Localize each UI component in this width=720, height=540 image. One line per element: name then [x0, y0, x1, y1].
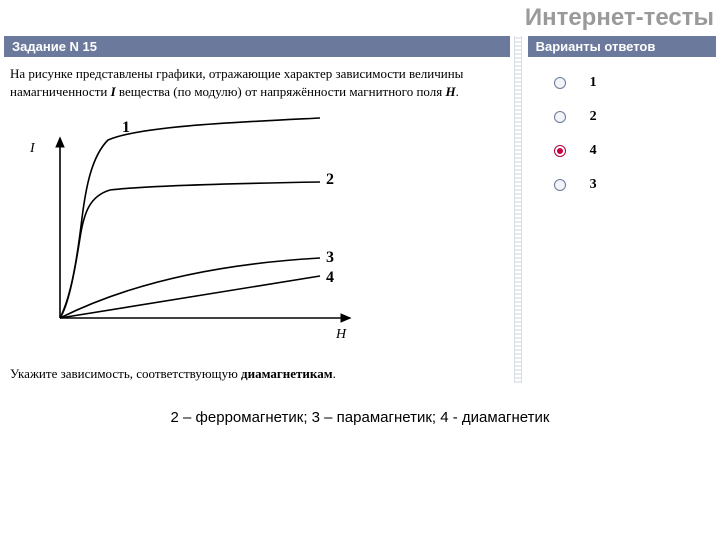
- question-text: На рисунке представлены графики, отражаю…: [4, 57, 510, 108]
- answer-label: 3: [590, 177, 597, 193]
- radio-icon[interactable]: [554, 111, 566, 123]
- question-column: Задание N 15 На рисунке представлены гра…: [4, 36, 510, 383]
- instr-prefix: Укажите зависимость, соответствующую: [10, 366, 241, 381]
- answer-label: 2: [590, 109, 597, 125]
- answer-label: 4: [590, 143, 597, 159]
- column-divider: [514, 36, 522, 383]
- svg-text:2: 2: [326, 171, 334, 188]
- page-title: Интернет-тесты: [0, 0, 720, 36]
- answer-label: 1: [590, 75, 597, 91]
- answer-option-3[interactable]: 3: [554, 177, 706, 193]
- answer-list: 1 2 4 3: [528, 57, 716, 221]
- footer-note: 2 – ферромагнетик; 3 – парамагнетик; 4 -…: [0, 383, 720, 426]
- instr-bold: диамагнетикам: [241, 366, 333, 381]
- content-columns: Задание N 15 На рисунке представлены гра…: [0, 36, 720, 383]
- answers-header: Варианты ответов: [528, 36, 716, 57]
- answer-option-2[interactable]: 2: [554, 109, 706, 125]
- svg-text:H: H: [335, 327, 347, 342]
- q-mid: вещества (по модулю) от напряжённости ма…: [116, 84, 446, 99]
- svg-text:1: 1: [122, 119, 130, 136]
- svg-text:3: 3: [326, 249, 334, 266]
- answers-column: Варианты ответов 1 2 4 3: [528, 36, 716, 383]
- radio-icon[interactable]: [554, 179, 566, 191]
- svg-text:I: I: [29, 141, 36, 156]
- q-suffix: .: [456, 84, 459, 99]
- answer-option-1[interactable]: 1: [554, 75, 706, 91]
- magnetization-chart: I H 1 2 3 4: [10, 108, 370, 348]
- svg-text:4: 4: [326, 269, 334, 286]
- radio-icon[interactable]: [554, 145, 566, 157]
- instruction-text: Укажите зависимость, соответствующую диа…: [4, 359, 510, 383]
- task-header: Задание N 15: [4, 36, 510, 57]
- chart-container: I H 1 2 3 4: [4, 108, 510, 359]
- instr-suffix: .: [333, 366, 336, 381]
- radio-icon[interactable]: [554, 77, 566, 89]
- q-var-H: H: [445, 84, 455, 99]
- answer-option-4[interactable]: 4: [554, 143, 706, 159]
